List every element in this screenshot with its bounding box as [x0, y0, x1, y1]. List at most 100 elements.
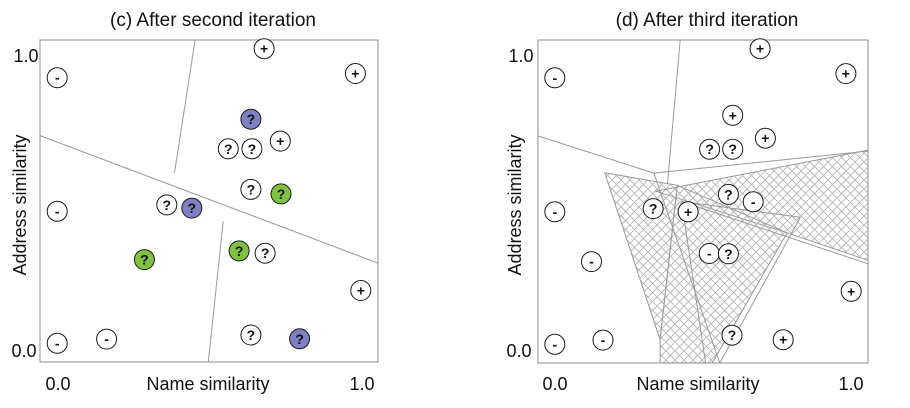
point-marker [592, 329, 614, 351]
point-marker [270, 183, 292, 205]
point-unlabeled: ? [722, 138, 744, 160]
point-marker [699, 138, 721, 160]
point-marker [835, 63, 857, 85]
point-label: - [707, 246, 712, 262]
point-marker [722, 138, 744, 160]
point-marker [240, 324, 262, 346]
point-marker [544, 201, 566, 223]
point-label: ? [724, 186, 733, 202]
panel-d-frame [537, 39, 869, 364]
point-positive: + [722, 104, 744, 126]
point-unlabeled: ? [721, 324, 743, 346]
point-marker [722, 104, 744, 126]
point-marker [253, 38, 275, 60]
panel-d-x-tick-left: 0.0 [542, 374, 567, 394]
point-negative: - [592, 329, 614, 351]
point-label: + [729, 107, 737, 123]
point-label: - [55, 335, 60, 351]
point-positive: + [835, 63, 857, 85]
point-positive: + [677, 201, 699, 223]
point-label: + [756, 41, 764, 57]
point-label: - [601, 332, 606, 348]
point-negative: - [96, 328, 118, 350]
point-marker [717, 183, 739, 205]
point-label: ? [261, 245, 270, 261]
point-positive: + [350, 280, 372, 301]
point-marker [677, 201, 699, 223]
point-unlabeled: ? [240, 178, 262, 200]
point-negative: - [46, 332, 68, 354]
point-unlabeled: ? [241, 138, 263, 160]
point-positive: + [344, 63, 366, 84]
panel-c-y-axis-label: Address similarity [10, 134, 30, 275]
point-label: ? [163, 197, 172, 213]
point-label: ? [728, 327, 737, 343]
panel-d-plot-area: - - - - - - - + + + + + + +?????? [537, 38, 869, 364]
point-label: - [552, 336, 557, 352]
point-negative: - [742, 191, 764, 213]
point-negative: - [544, 201, 566, 223]
point-marker [217, 138, 239, 160]
point-label: ? [224, 141, 233, 157]
point-marker [544, 67, 566, 89]
point-negative: - [46, 67, 68, 89]
point-marker [269, 130, 291, 152]
point-marker [181, 197, 203, 219]
point-marker [240, 108, 262, 130]
point-label: ? [277, 186, 286, 202]
point-marker [133, 249, 155, 271]
point-unlabeled: ? [717, 243, 739, 265]
point-positive: + [840, 280, 862, 302]
point-label: ? [649, 201, 658, 217]
decision-boundary-4 [653, 172, 721, 364]
point-labeled-unmatch: ? [133, 249, 155, 271]
panel-c: (c) After second iteration 1.0 0.0 0.0 1… [10, 10, 379, 394]
point-marker [544, 333, 566, 355]
point-marker [241, 138, 263, 160]
point-label: ? [248, 141, 257, 157]
point-label: ? [705, 141, 714, 157]
point-negative: - [544, 67, 566, 89]
decision-boundary-5 [681, 201, 707, 364]
point-marker [350, 280, 372, 301]
point-label: - [552, 204, 557, 220]
point-label: + [779, 332, 787, 348]
point-label: + [357, 283, 365, 299]
point-marker [344, 63, 366, 84]
panel-c-title: (c) After second iteration [110, 10, 316, 31]
point-label: ? [724, 246, 733, 262]
point-marker [46, 67, 68, 89]
decision-boundary-3 [207, 221, 224, 363]
point-label: ? [247, 111, 256, 127]
point-marker [772, 329, 794, 351]
point-marker [156, 194, 178, 216]
point-positive: + [754, 127, 776, 149]
point-label: ? [235, 243, 244, 259]
decision-boundary-8 [681, 201, 869, 265]
point-marker [717, 243, 739, 265]
point-marker [96, 328, 118, 350]
decision-boundary-6 [681, 201, 801, 218]
panel-d-y-tick-top: 1.0 [508, 46, 533, 66]
panel-d: (d) After third iteration 1.0 0.0 0.0 1.… [505, 10, 869, 394]
point-positive: + [749, 38, 771, 60]
point-labeled-match: ? [240, 108, 262, 130]
point-marker [240, 178, 262, 200]
panel-d-x-tick-right: 1.0 [838, 374, 863, 394]
decision-boundary-1 [39, 135, 379, 264]
point-labeled-match: ? [289, 328, 311, 350]
point-marker [749, 38, 771, 60]
point-positive: + [269, 130, 291, 152]
panel-c-points: - - - - + + + +???????????? [46, 38, 372, 354]
point-label: - [589, 254, 594, 270]
point-negative: - [581, 251, 602, 273]
point-label: ? [140, 252, 149, 268]
point-label: ? [295, 331, 304, 347]
panel-d-decision-boundaries [537, 39, 869, 364]
panel-c-y-tick-bottom: 0.0 [11, 341, 36, 361]
panel-c-decision-boundaries [39, 39, 379, 363]
point-label: - [55, 203, 60, 219]
point-marker [228, 240, 250, 262]
point-unlabeled: ? [240, 324, 262, 346]
